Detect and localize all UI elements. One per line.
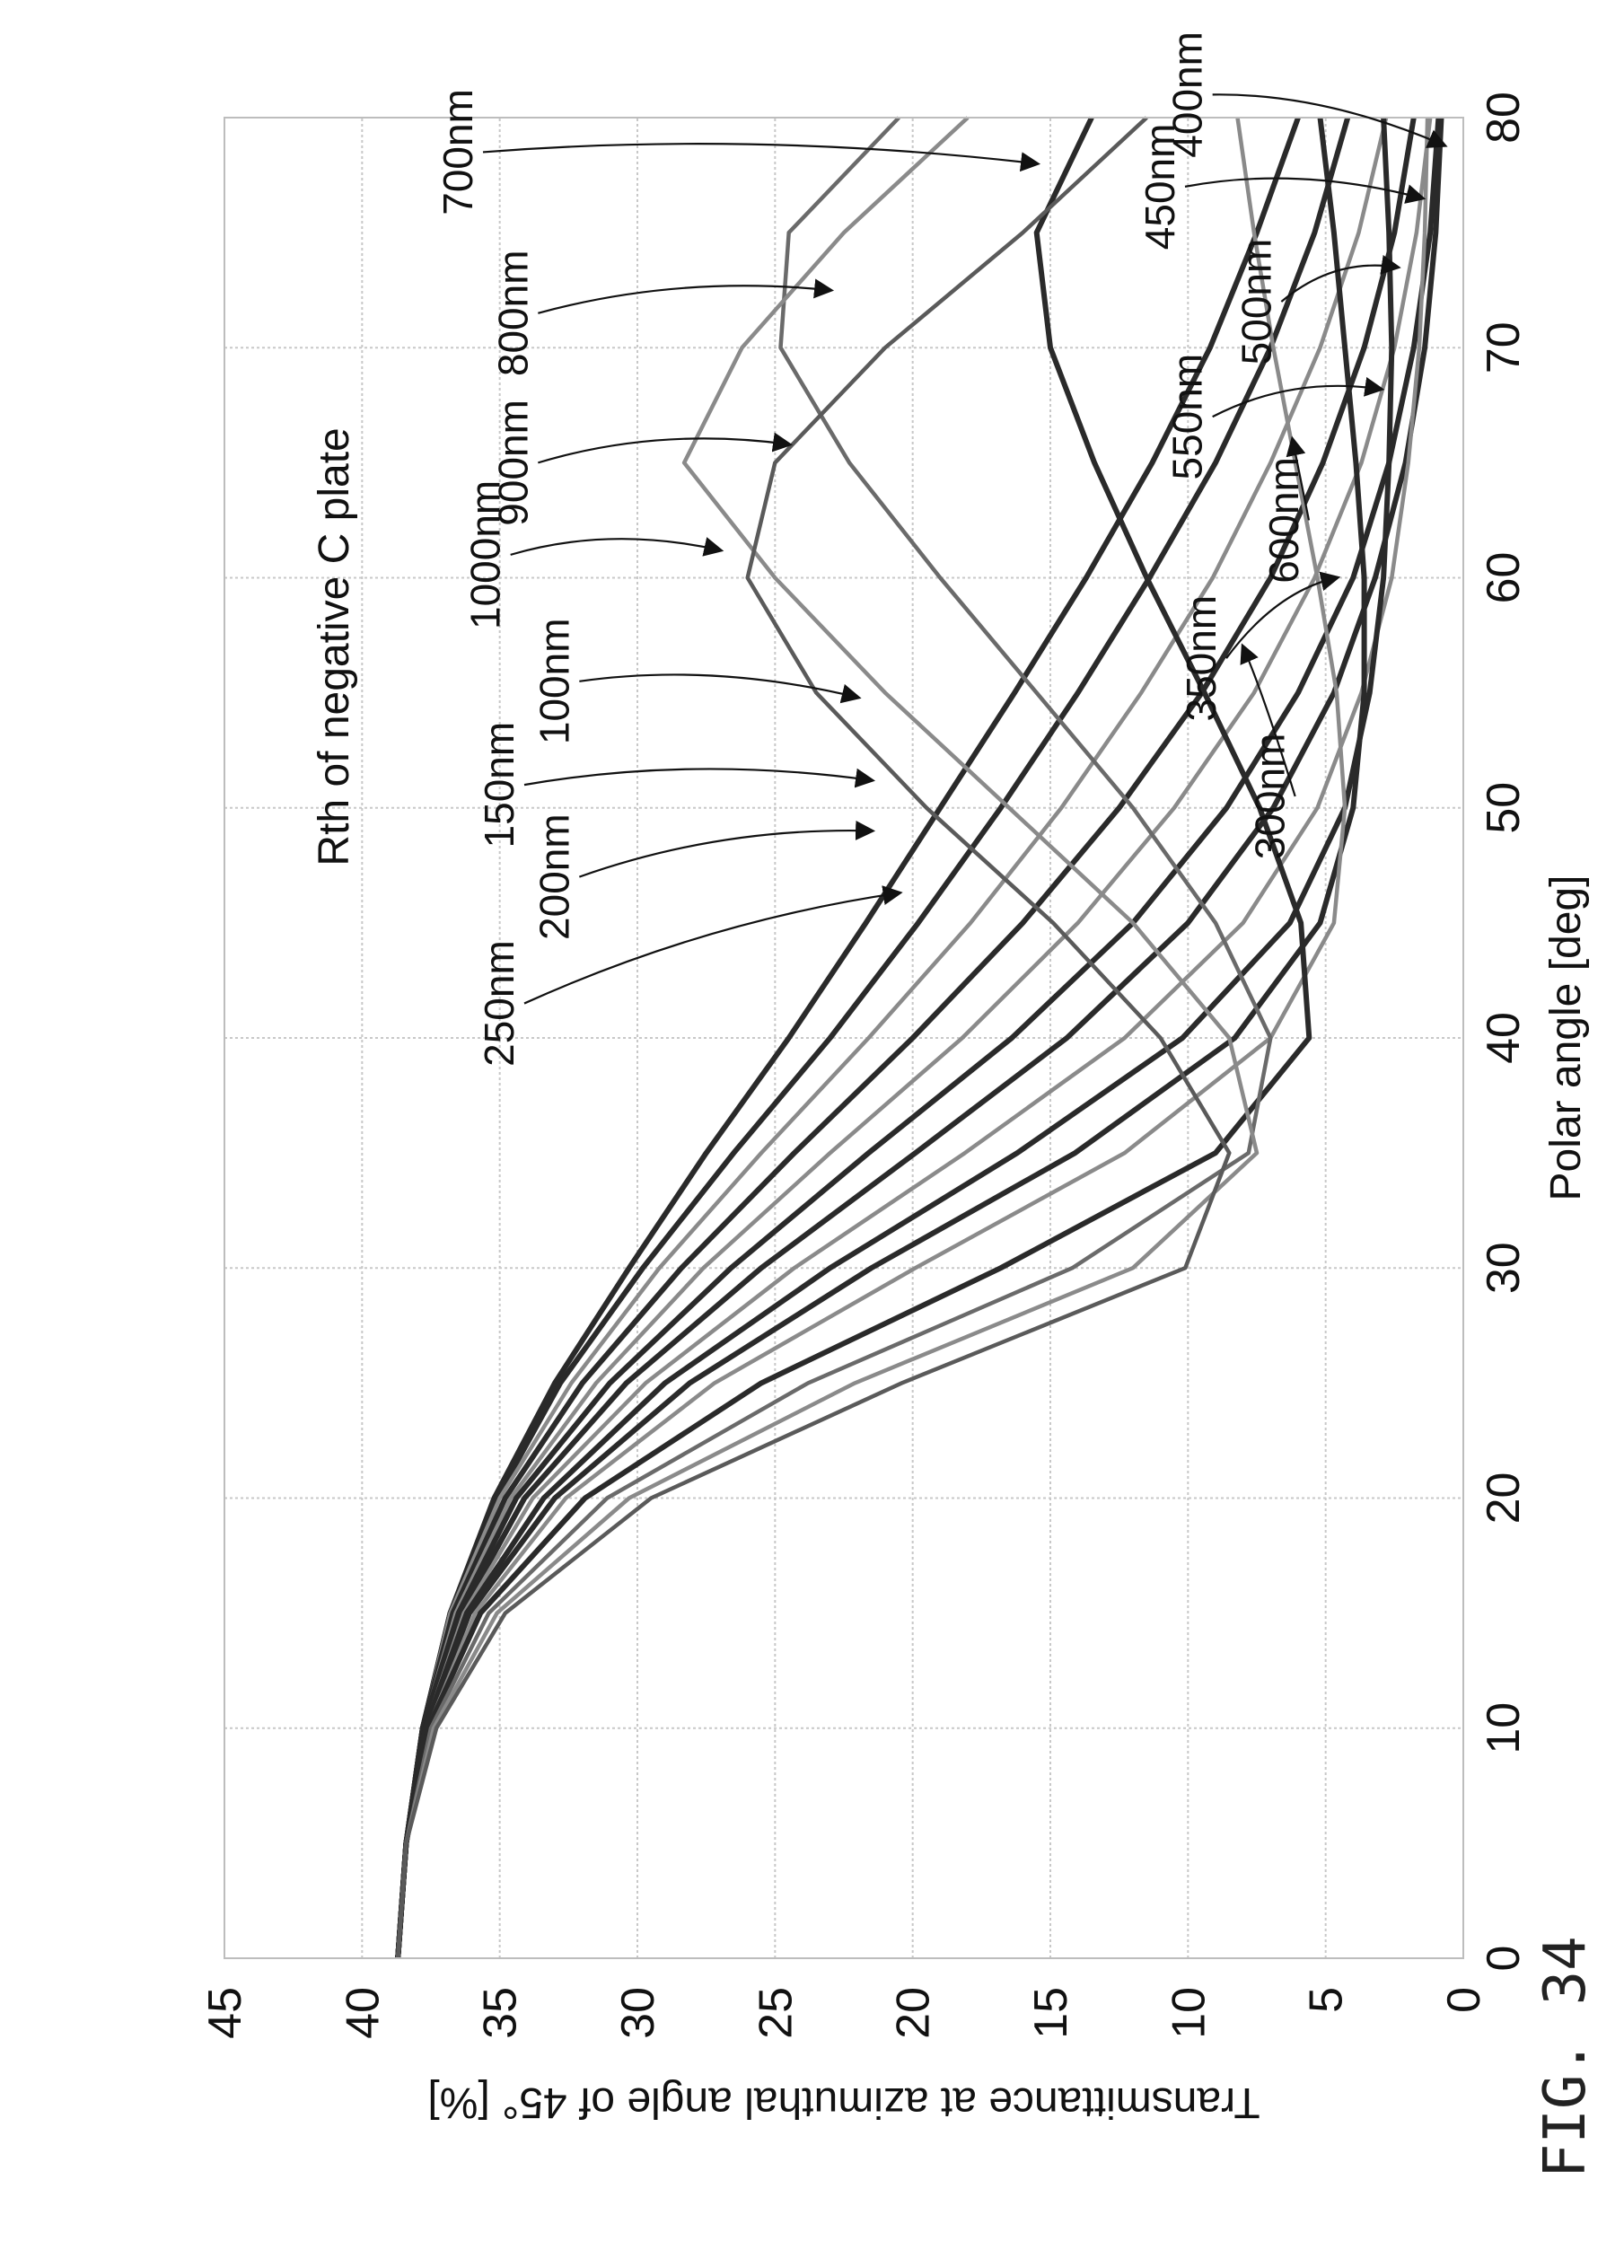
annotation-1000nm: 1000nm (462, 480, 509, 629)
y-tick-label: 25 (750, 1987, 802, 2039)
plot-frame-rect (224, 117, 1464, 1959)
y-tick-label: 45 (199, 1987, 251, 2039)
y-tick-label: 10 (1163, 1987, 1215, 2039)
y-tick-label: 20 (888, 1987, 940, 2039)
y-tick-label: 5 (1301, 1987, 1353, 2013)
x-tick-label: 40 (1478, 1012, 1530, 1064)
leader-600nm (1286, 435, 1311, 521)
tick-labels: 0 10 20 30 40 50 60 70 80 0 5 10 15 20 25 30 35 40 45 (199, 92, 1530, 2039)
leader-400nm (1212, 93, 1448, 148)
annotation-700nm: 700nm (435, 89, 481, 215)
rotated-plot: 0 10 20 30 40 50 60 70 80 0 5 10 15 20 25 30 35 40 45 250n… (199, 31, 1590, 2126)
x-tick-label: 10 (1478, 1702, 1530, 1754)
y-tick-label: 40 (337, 1987, 389, 2039)
annotation-400nm: 400nm (1164, 31, 1211, 158)
x-tick-label: 80 (1478, 92, 1530, 144)
leader-800nm (538, 278, 835, 314)
x-tick-label: 50 (1478, 782, 1530, 834)
leader-550nm (1212, 376, 1385, 418)
annotation-450nm: 450nm (1137, 124, 1183, 251)
y-tick-label: 30 (612, 1987, 664, 2039)
leader-1000nm (510, 537, 724, 557)
x-axis-label: Polar angle [deg] (1542, 875, 1590, 1201)
plot-frame (224, 117, 1464, 1959)
leader-350nm (1225, 571, 1341, 659)
series-layer (395, 116, 1444, 1959)
x-tick-label: 0 (1478, 1946, 1530, 1972)
annotation-300nm: 300nm (1247, 734, 1294, 860)
leader-250nm (523, 885, 903, 1005)
x-tick-label: 70 (1478, 321, 1530, 374)
leader-900nm (538, 432, 794, 464)
annotation-150nm: 150nm (476, 722, 522, 848)
annotation-250nm: 250nm (476, 940, 522, 1067)
series-line-1000nm (395, 116, 1232, 1959)
y-tick-label: 0 (1438, 1987, 1490, 2013)
leader-100nm (579, 673, 862, 704)
annotation-500nm: 500nm (1233, 239, 1279, 365)
series-line-550nm (395, 117, 1367, 1959)
annotation-100nm: 100nm (531, 618, 577, 744)
figure-label: FIG. 34 (1532, 1936, 1599, 2178)
series-line-700nm (395, 116, 1312, 1959)
chart-title: Rth of negative C plate (311, 427, 358, 866)
leader-150nm (523, 768, 876, 788)
leader-450nm (1184, 177, 1426, 204)
x-tick-label: 30 (1478, 1242, 1530, 1294)
y-axis-label: Transmittance at azimuthal angle of 45° … (427, 2079, 1260, 2126)
leaders (482, 93, 1448, 1005)
leader-200nm (578, 820, 876, 878)
x-tick-label: 60 (1478, 552, 1530, 604)
y-tick-label: 35 (475, 1987, 527, 2039)
leader-500nm (1280, 255, 1401, 303)
annotation-800nm: 800nm (489, 250, 536, 376)
leader-700nm (482, 143, 1041, 172)
annotation-200nm: 200nm (531, 813, 577, 940)
y-tick-label: 15 (1025, 1987, 1077, 2039)
annotation-600nm: 600nm (1260, 457, 1307, 584)
series-line-800nm (395, 116, 1273, 1959)
annotation-350nm: 350nm (1178, 595, 1225, 722)
series-line-900nm (395, 116, 1260, 1959)
x-tick-label: 20 (1478, 1472, 1530, 1525)
annotation-900nm: 900nm (489, 400, 536, 526)
leader-300nm (1240, 643, 1296, 797)
grid (224, 118, 1463, 1958)
annotation-550nm: 550nm (1164, 354, 1211, 480)
